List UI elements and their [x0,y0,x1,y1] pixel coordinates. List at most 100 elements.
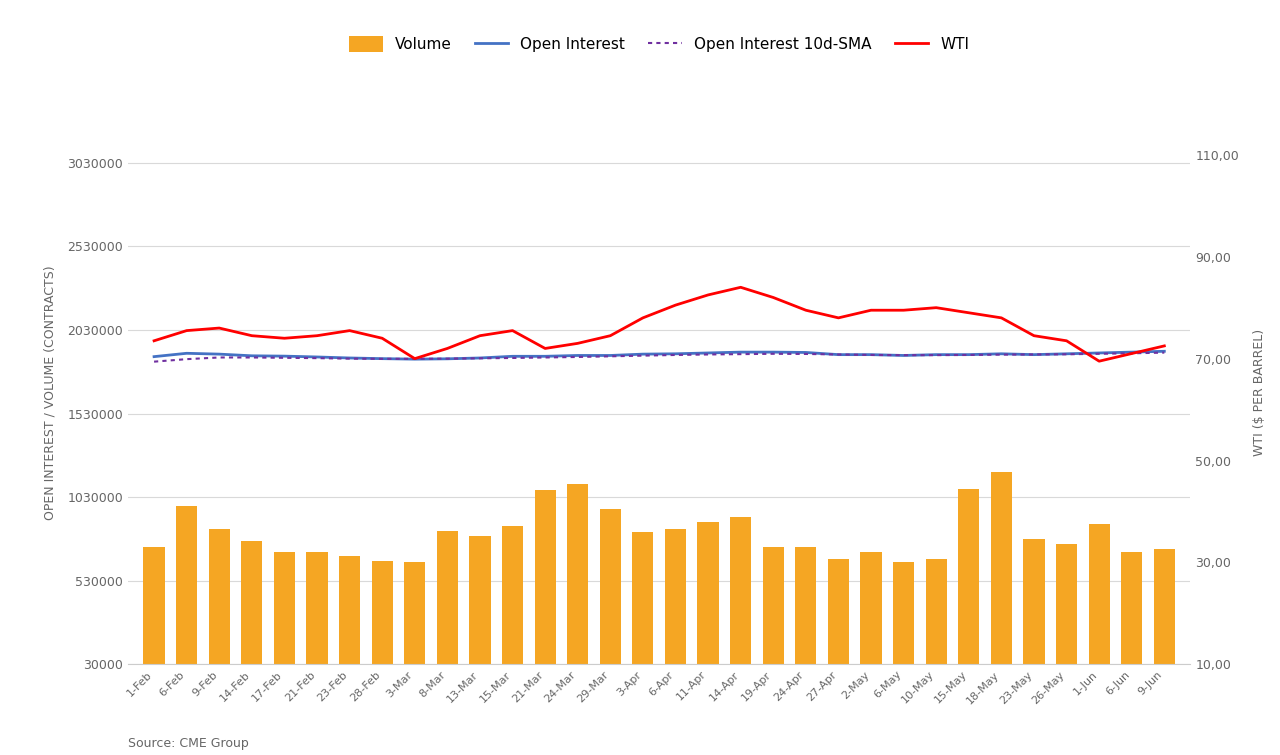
Open Interest 10d-SMA [765,350,781,359]
Bar [177,506,197,664]
Open Interest [179,349,195,358]
WTI [310,331,325,341]
WTI [863,306,878,315]
Line: Open Interest: Open Interest [154,351,1165,359]
Open Interest [504,352,520,361]
Open Interest [407,355,422,364]
Bar [339,556,360,664]
Legend: Volume, Open Interest, Open Interest 10d-SMA, WTI: Volume, Open Interest, Open Interest 10d… [343,30,975,58]
WTI [375,334,390,343]
WTI [342,326,357,335]
Line: Open Interest 10d-SMA: Open Interest 10d-SMA [154,353,1165,362]
WTI [603,331,618,341]
Open Interest [1124,347,1139,356]
WTI [1027,331,1042,341]
WTI [1157,341,1172,350]
Open Interest [276,352,292,361]
Open Interest 10d-SMA [799,350,814,359]
Open Interest 10d-SMA [993,350,1009,359]
Open Interest 10d-SMA [276,353,292,362]
Open Interest 10d-SMA [896,350,911,359]
WTI [1092,356,1107,365]
Line: WTI: WTI [154,288,1165,361]
Bar [828,559,849,664]
Bar [1088,524,1110,664]
Open Interest [538,352,553,361]
Open Interest [211,350,227,359]
Bar [991,472,1012,664]
Bar [436,531,458,664]
Open Interest 10d-SMA [635,351,650,360]
Open Interest [1059,350,1074,359]
WTI [928,304,943,313]
Open Interest 10d-SMA [146,357,161,366]
Open Interest [1157,347,1172,356]
WTI [570,339,585,348]
Open Interest [472,353,488,362]
Bar [925,559,947,664]
Open Interest [733,347,749,356]
WTI [668,300,684,310]
WTI [538,344,553,353]
Open Interest 10d-SMA [310,353,325,362]
WTI [896,306,911,315]
Open Interest [603,351,618,360]
Open Interest 10d-SMA [668,350,684,359]
Bar [893,562,914,664]
Open Interest 10d-SMA [570,353,585,362]
Open Interest 10d-SMA [472,354,488,363]
WTI [146,336,161,345]
Bar [502,525,524,664]
WTI [799,306,814,315]
WTI [276,334,292,343]
WTI [993,313,1009,322]
Open Interest [1092,348,1107,357]
WTI [733,283,749,292]
Open Interest 10d-SMA [733,350,749,359]
Open Interest 10d-SMA [1027,350,1042,359]
Bar [143,547,165,664]
Open Interest [1027,350,1042,359]
WTI [1124,349,1139,358]
Bar [274,553,294,664]
Open Interest 10d-SMA [603,352,618,361]
Open Interest 10d-SMA [928,350,943,359]
Bar [1024,539,1044,664]
Bar [959,488,979,664]
Open Interest [244,351,260,360]
Open Interest 10d-SMA [211,353,227,362]
Bar [241,541,262,664]
Y-axis label: OPEN INTEREST / VOLUME (CONTRACTS): OPEN INTEREST / VOLUME (CONTRACTS) [44,265,56,520]
WTI [700,291,716,300]
Bar [371,561,393,664]
WTI [504,326,520,335]
Bar [470,535,490,664]
Bar [535,491,556,664]
Open Interest [375,354,390,363]
Open Interest 10d-SMA [1092,350,1107,359]
WTI [961,308,977,317]
Open Interest 10d-SMA [961,350,977,359]
Open Interest [928,350,943,359]
WTI [407,354,422,363]
Open Interest 10d-SMA [863,350,878,359]
Open Interest [863,350,878,359]
Open Interest 10d-SMA [538,353,553,362]
WTI [244,331,260,341]
Open Interest 10d-SMA [831,350,846,359]
WTI [472,331,488,341]
Bar [567,484,589,664]
Open Interest [440,354,456,363]
WTI [1059,336,1074,345]
Open Interest [310,353,325,362]
Open Interest [765,347,781,356]
WTI [179,326,195,335]
WTI [211,324,227,333]
Bar [763,547,783,664]
WTI [765,293,781,302]
Open Interest [831,350,846,359]
Open Interest 10d-SMA [179,355,195,364]
Bar [698,522,718,664]
Open Interest [668,350,684,359]
Open Interest 10d-SMA [342,354,357,363]
